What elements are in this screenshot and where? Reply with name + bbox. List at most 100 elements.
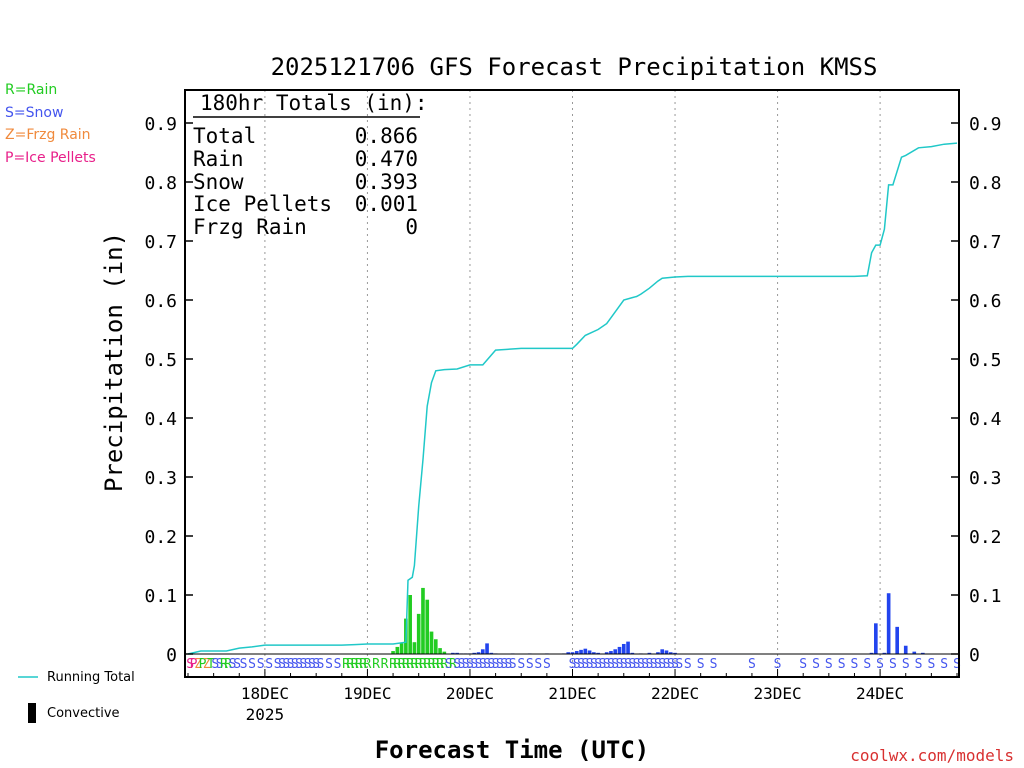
day-gridlines: [264, 90, 881, 677]
precip-type-letter: S: [573, 657, 581, 672]
precip-type-letter: S: [684, 657, 692, 672]
precip-type-letter: S: [500, 657, 508, 672]
precip-type-letter: R: [398, 657, 406, 672]
precip-type-letter: P: [190, 657, 198, 672]
precip-type-letter: S: [927, 657, 935, 672]
y-tick-label: 0.6: [144, 291, 177, 312]
snow-bar: [476, 652, 481, 654]
precip-type-letter: R: [381, 657, 389, 672]
precip-type-letter: S: [616, 657, 624, 672]
snow-bar: [583, 648, 588, 654]
precip-type-letter: R: [359, 657, 367, 672]
precip-type-letter: R: [432, 657, 440, 672]
totals-label: Frzg Rain: [193, 215, 307, 239]
y-axis-label: Precipitation (in): [100, 232, 128, 492]
precip-type-letter: R: [436, 657, 444, 672]
precip-type-letter: Z: [194, 657, 202, 672]
totals-header: 180hr Totals (in):: [200, 91, 428, 115]
precip-type-letter: S: [603, 657, 611, 672]
totals-label: Ice Pellets: [193, 192, 332, 216]
y-axis-right: 0 0.1 0.2 0.3 0.4 0.5 0.6 0.7 0.8 0.9: [951, 114, 1002, 666]
precip-type-letter: S: [637, 657, 645, 672]
y-tick-label: 0.5: [969, 350, 1002, 371]
rain-bar: [425, 599, 430, 654]
x-tick-sublabel: 2025: [246, 705, 285, 724]
precip-type-letter: S: [658, 657, 666, 672]
precip-type-letter: S: [312, 657, 320, 672]
rain-bar: [408, 595, 412, 654]
snow-bar: [660, 649, 665, 654]
snow-bar: [480, 649, 485, 654]
snow-bar: [574, 651, 579, 654]
precip-type-letter: R: [411, 657, 419, 672]
rain-bar: [438, 648, 442, 654]
snow-bar: [912, 651, 917, 654]
precip-type-letter: R: [415, 657, 423, 672]
precip-type-letter: S: [445, 657, 453, 672]
x-axis-label: Forecast Time (UTC): [375, 736, 650, 764]
precip-type-letter: R: [428, 657, 436, 672]
x-tick-label: 19DEC: [343, 684, 391, 703]
legend-snow: S=Snow: [5, 105, 64, 121]
y-tick-label: 0.9: [969, 114, 1002, 135]
snow-bar: [903, 645, 908, 654]
snow-bar: [869, 652, 874, 654]
precip-type-letter: S: [257, 657, 265, 672]
precip-type-letter: S: [654, 657, 662, 672]
rain-bar: [399, 643, 404, 654]
precip-type-letter: S: [487, 657, 495, 672]
precip-type-letter: R: [393, 657, 401, 672]
precip-type-letter: S: [287, 657, 295, 672]
precip-type-letter: S: [334, 657, 342, 672]
precip-type-letter: R: [423, 657, 431, 672]
precip-type-letter: S: [295, 657, 303, 672]
snow-bar: [647, 652, 652, 654]
x-tick-label: 23DEC: [753, 684, 801, 703]
precip-type-letter: S: [479, 657, 487, 672]
x-axis: 18DEC 2025 19DEC 20DEC 21DEC 22DEC 23DEC 24DEC: [187, 669, 958, 724]
precip-type-letter: R: [389, 657, 397, 672]
rain-bar: [416, 613, 421, 654]
precip-type-letter: S: [470, 657, 478, 672]
precip-type-letter: S: [851, 657, 859, 672]
snow-bar: [587, 650, 592, 654]
precip-type-letter: S: [628, 657, 636, 672]
x-tick-label: 21DEC: [548, 684, 596, 703]
snow-bar: [472, 652, 477, 654]
precip-type-letter: S: [240, 657, 248, 672]
y-tick-label: 0.2: [969, 527, 1002, 548]
totals-value: 0: [405, 215, 418, 239]
precip-type-letter: S: [675, 657, 683, 672]
snow-bar: [621, 643, 626, 654]
totals-box: 180hr Totals (in): Total 0.866 Rain 0.47…: [193, 91, 428, 239]
precip-type-letter: S: [282, 657, 290, 672]
rain-bar: [442, 651, 447, 654]
y-tick-label: 0.4: [144, 409, 177, 430]
precip-type-letter: R: [440, 657, 448, 672]
precip-type-letter: S: [940, 657, 948, 672]
precip-type-letter: S: [308, 657, 316, 672]
precip-type-letter: S: [475, 657, 483, 672]
precip-type-letter: S: [598, 657, 606, 672]
y-tick-label: 0.1: [144, 586, 177, 607]
totals-value: 0.393: [355, 170, 418, 194]
snow-bar: [613, 649, 618, 654]
snow-bar: [673, 652, 677, 654]
precip-type-letter: R: [355, 657, 363, 672]
precip-type-letter: S: [889, 657, 897, 672]
rain-bar: [391, 651, 395, 654]
snow-bar: [626, 641, 630, 654]
x-tick-label: 22DEC: [651, 684, 699, 703]
snow-bar: [874, 623, 878, 654]
precip-type-letter: P: [199, 657, 207, 672]
precip-type-letter: S: [581, 657, 589, 672]
precip-type-letter: S: [211, 657, 219, 672]
precip-type-letter: S: [863, 657, 871, 672]
y-tick-label: 0.6: [969, 291, 1002, 312]
y-tick-label: 0: [969, 645, 980, 666]
x-tick-label: 18DEC: [241, 684, 289, 703]
snow-bar: [895, 626, 900, 654]
precip-type-letter: R: [220, 657, 228, 672]
x-tick-label: 24DEC: [856, 684, 904, 703]
snow-bar: [485, 643, 489, 654]
